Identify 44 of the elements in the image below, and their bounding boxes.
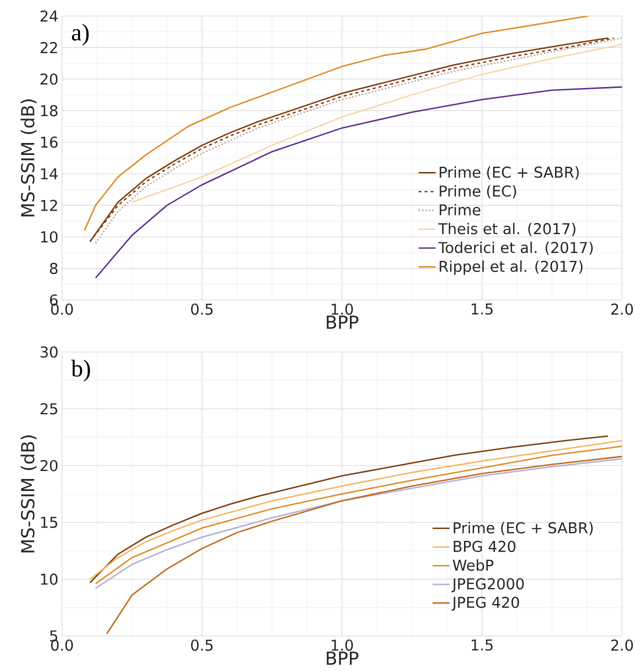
- x-tick-label: 1.0: [332, 640, 353, 651]
- y-tick-label: 8: [50, 262, 58, 274]
- x-tick-label: 2.0: [611, 640, 633, 651]
- x-tick-label: 1.0: [332, 304, 353, 315]
- legend-label: Prime (EC): [440, 185, 516, 198]
- y-tick-label: 25: [40, 403, 58, 414]
- legend-label: BPG 420: [454, 540, 516, 552]
- x-tick-label: 0.0: [51, 640, 73, 651]
- x-tick-label: 1.5: [472, 640, 493, 651]
- legend-label: Toderici et al. (2017): [438, 242, 593, 255]
- y-tick-label: 16: [41, 136, 58, 148]
- legend-label: Prime (EC + SABR): [440, 166, 579, 180]
- y-tick-label: 20: [40, 460, 58, 472]
- legend-label: WebP: [452, 559, 494, 571]
- x-tick-label: 0.5: [191, 640, 213, 651]
- y-tick-label: 22: [40, 42, 57, 54]
- line-series: [94, 86, 622, 279]
- y-tick-label: 15: [41, 516, 58, 528]
- y-tick-label: 14: [41, 168, 58, 180]
- x-tick-label: 1.5: [472, 304, 493, 315]
- y-axis-title: MS-SSIM (dB): [20, 99, 37, 216]
- x-axis-title: BPP: [326, 652, 358, 665]
- y-tick-label: 30: [40, 346, 58, 358]
- x-tick-label: 0.0: [51, 304, 73, 315]
- line-series: [106, 456, 622, 634]
- x-axis-title: BPP: [326, 316, 358, 329]
- legend-label: Rippel et al. (2017): [440, 260, 582, 275]
- y-tick-label: 18: [41, 105, 58, 116]
- annotation: a): [72, 24, 89, 46]
- legend-label: Theis et al. (2017): [438, 222, 576, 236]
- y-tick-label: 10: [41, 231, 58, 243]
- legend-label: Prime: [440, 204, 480, 216]
- annotation: b): [71, 360, 90, 382]
- y-tick-label: 24: [40, 10, 58, 22]
- y-tick-label: 20: [40, 73, 58, 85]
- legend-label: JPEG2000: [452, 578, 524, 592]
- legend-label: Prime (EC + SABR): [454, 522, 593, 536]
- legend-label: JPEG 420: [452, 596, 519, 611]
- line-series: [131, 44, 622, 203]
- y-axis-title: MS-SSIM (dB): [20, 435, 37, 552]
- y-tick-label: 12: [41, 200, 57, 211]
- x-tick-label: 0.5: [191, 304, 213, 315]
- y-tick-label: 10: [41, 574, 58, 585]
- x-tick-label: 2.0: [611, 304, 633, 315]
